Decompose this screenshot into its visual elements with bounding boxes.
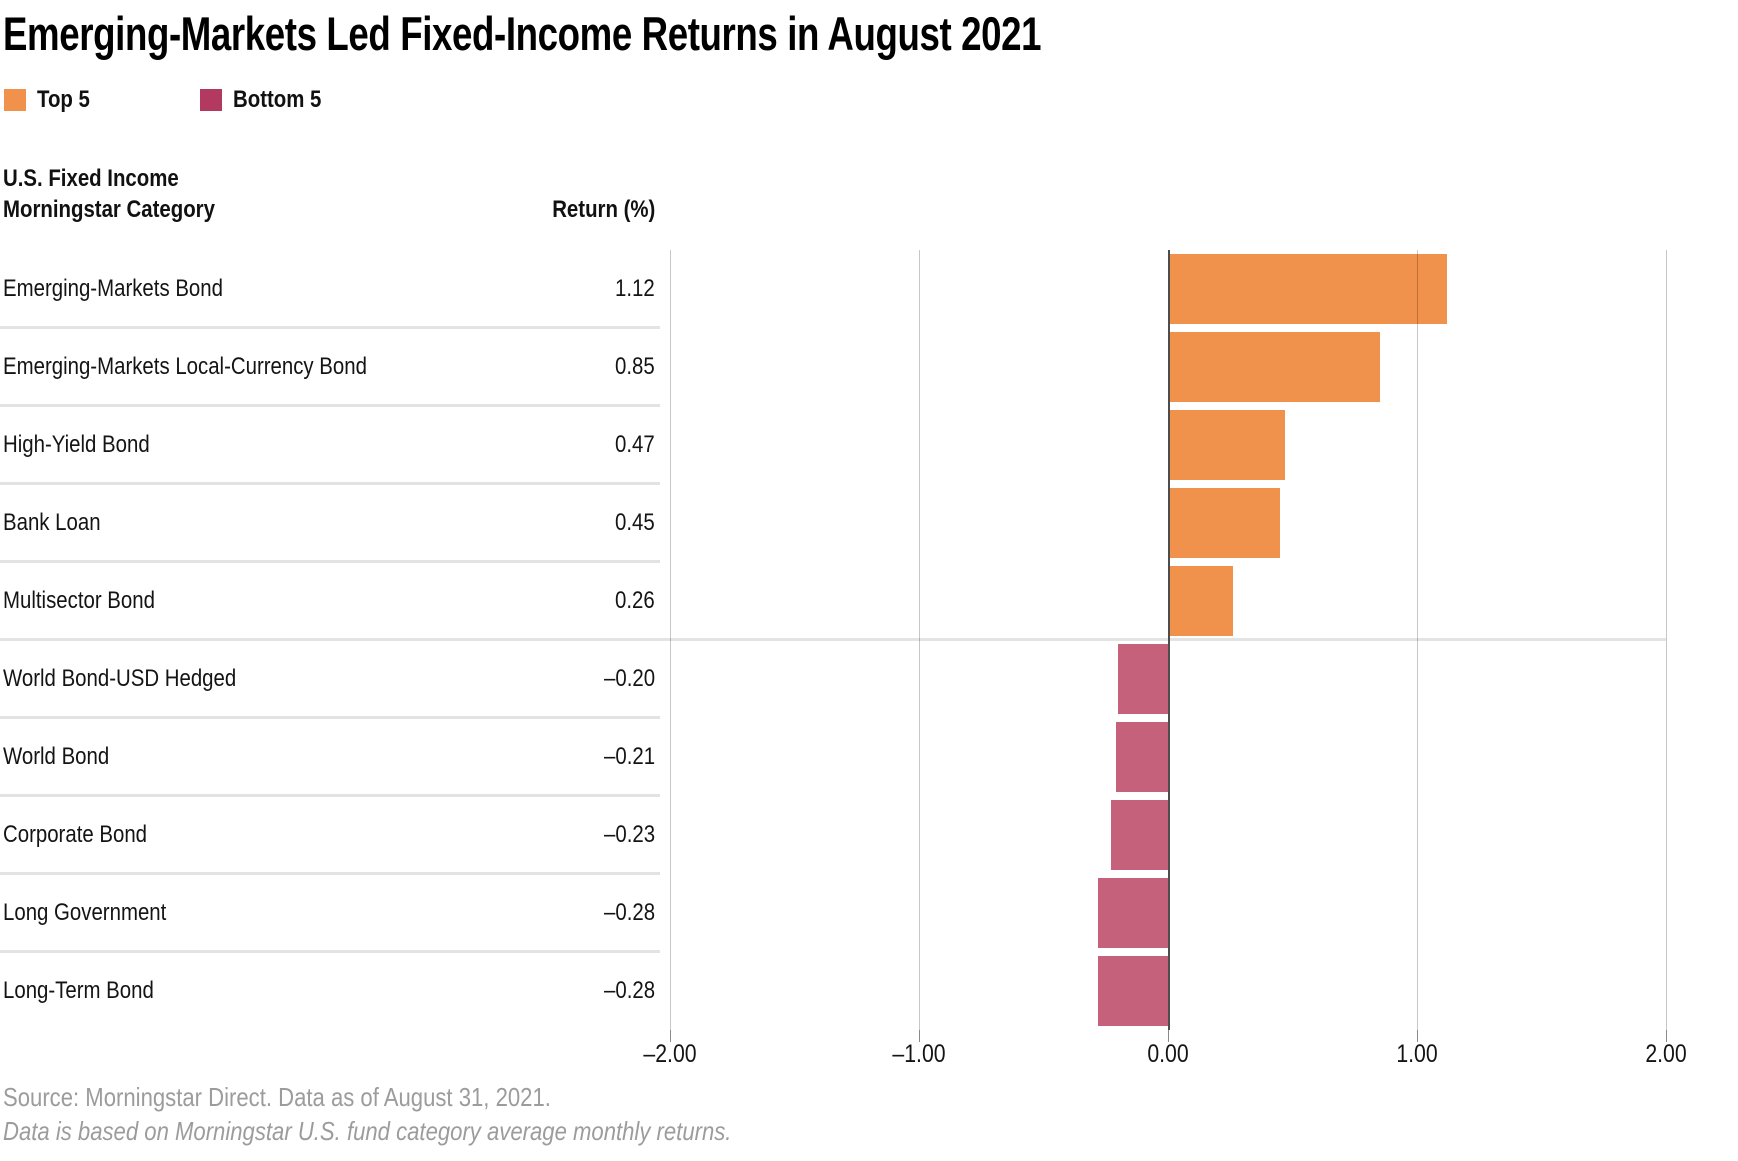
row-separator-line [0, 404, 660, 407]
table-row: Long Government –0.28 [0, 874, 660, 952]
chart-title: Emerging-Markets Led Fixed-Income Return… [3, 7, 1042, 60]
axis-tick-label: 2.00 [1645, 1040, 1687, 1068]
row-separator-line [0, 872, 660, 875]
return-value: –0.21 [603, 743, 655, 770]
return-value: –0.23 [603, 821, 655, 848]
category-label: World Bond [3, 743, 110, 770]
legend: Top 5 Bottom 5 [0, 88, 700, 114]
table-row: High-Yield Bond 0.47 [0, 406, 660, 484]
table-row: Emerging-Markets Bond 1.12 [0, 250, 660, 328]
top5-bar [1168, 566, 1233, 636]
bottom5-bar [1098, 878, 1168, 948]
table-header: U.S. Fixed Income Morningstar Category [3, 163, 252, 225]
gridline [919, 250, 920, 1030]
axis-tick-label: –1.00 [892, 1040, 946, 1068]
return-value: 1.12 [615, 275, 655, 302]
category-label: Long Government [3, 899, 167, 926]
return-column-header: Return (%) [551, 196, 655, 223]
table-header-line2: Morningstar Category [3, 196, 215, 223]
return-value: 0.26 [615, 587, 655, 614]
category-label: Emerging-Markets Local-Currency Bond [3, 353, 367, 380]
axis-tick-label: 0.00 [1147, 1040, 1189, 1068]
return-value: –0.28 [603, 899, 655, 926]
bottom5-bar [1118, 644, 1168, 714]
top5-bar [1168, 410, 1286, 480]
axis-tick [1417, 1030, 1418, 1042]
legend-top5-swatch [4, 89, 26, 111]
category-label: World Bond-USD Hedged [3, 665, 237, 692]
table-row: World Bond –0.21 [0, 718, 660, 796]
category-label: Long-Term Bond [3, 977, 154, 1004]
table-row: Multisector Bond 0.26 [0, 562, 660, 640]
gridline [1417, 250, 1418, 1030]
table-row: World Bond-USD Hedged –0.20 [0, 640, 660, 718]
return-value: –0.28 [603, 977, 655, 1004]
axis-tick-label: –2.00 [643, 1040, 697, 1068]
axis-tick-label: 1.00 [1396, 1040, 1438, 1068]
return-value: 0.47 [615, 431, 655, 458]
row-separator-line [0, 950, 660, 953]
legend-top5-label: Top 5 [37, 86, 90, 113]
row-separator-line [0, 794, 660, 797]
row-separator-line [0, 326, 660, 329]
bottom5-bar [1115, 722, 1168, 792]
gridline [1666, 250, 1667, 1030]
row-separator-line [0, 716, 660, 719]
table-row: Emerging-Markets Local-Currency Bond 0.85 [0, 328, 660, 406]
category-label: Emerging-Markets Bond [3, 275, 223, 302]
return-value: –0.20 [603, 665, 655, 692]
source-note: Source: Morningstar Direct. Data as of A… [3, 1082, 551, 1112]
data-note: Data is based on Morningstar U.S. fund c… [3, 1116, 732, 1146]
top5-bar [1168, 254, 1447, 324]
bottom5-bar [1110, 800, 1168, 870]
table-row: Long-Term Bond –0.28 [0, 952, 660, 1030]
table-row: Bank Loan 0.45 [0, 484, 660, 562]
gridline [670, 250, 671, 1030]
row-separator-line [0, 482, 660, 485]
table-row: Corporate Bond –0.23 [0, 796, 660, 874]
bottom5-bar [1098, 956, 1168, 1026]
legend-bottom5-label: Bottom 5 [233, 86, 322, 113]
axis-tick [1168, 1030, 1169, 1042]
table-header-line1: U.S. Fixed Income [3, 165, 179, 192]
zero-gridline [1168, 250, 1170, 1030]
legend-bottom5-swatch [200, 89, 222, 111]
axis-tick [670, 1030, 671, 1042]
category-label: High-Yield Bond [3, 431, 150, 458]
return-value: 0.45 [615, 509, 655, 536]
row-separator-line [0, 560, 660, 563]
return-value: 0.85 [615, 353, 655, 380]
top5-bar [1168, 488, 1281, 558]
category-label: Corporate Bond [3, 821, 148, 848]
category-label: Bank Loan [3, 509, 101, 536]
axis-tick [1666, 1030, 1667, 1042]
axis-tick [919, 1030, 920, 1042]
top5-bar [1168, 332, 1380, 402]
category-label: Multisector Bond [3, 587, 155, 614]
group-separator-line [0, 638, 1666, 641]
